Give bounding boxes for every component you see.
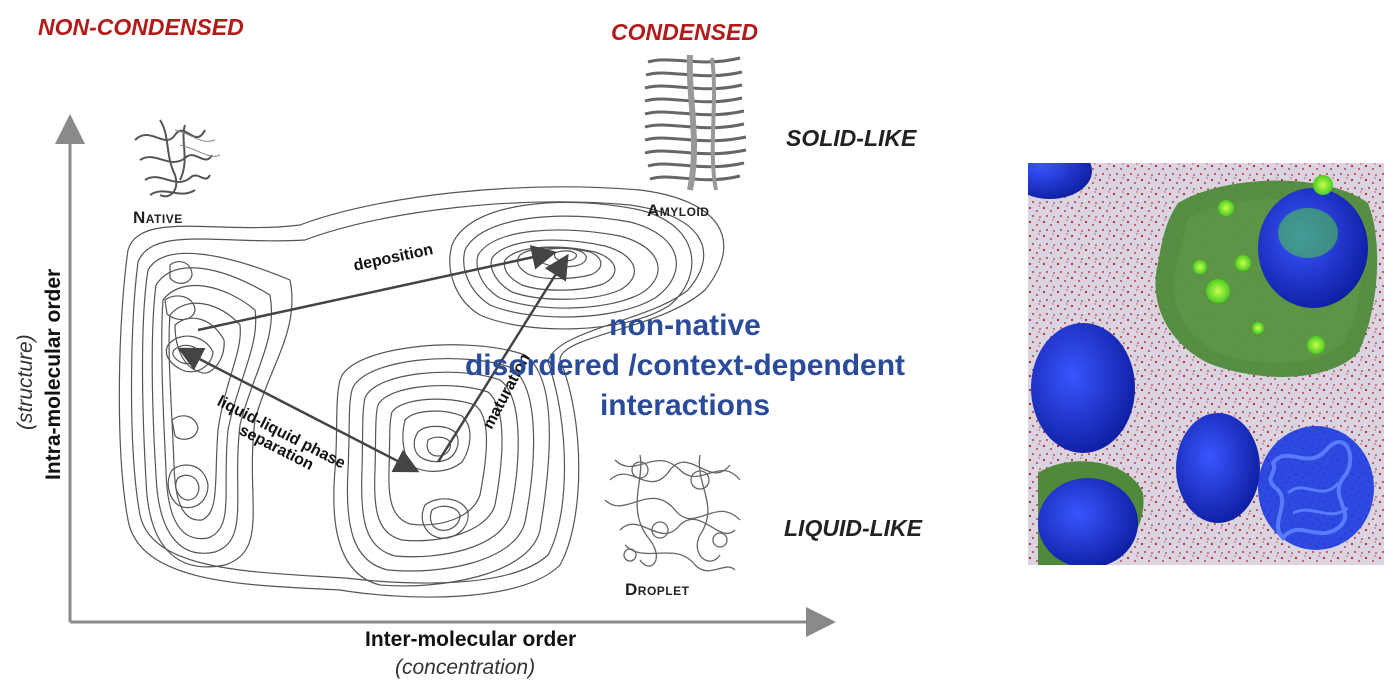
llps-arrow	[177, 347, 420, 473]
x-axis-sublabel: (concentration)	[395, 656, 536, 679]
microscopy-image	[1028, 163, 1384, 565]
native-label: Native	[133, 208, 183, 227]
amyloid-label: Amyloid	[647, 201, 710, 220]
maturation-arrow	[436, 253, 569, 463]
droplet-structure-image	[604, 454, 741, 572]
energy-landscape-diagram	[55, 54, 836, 637]
condensed-header: CONDENSED	[611, 19, 758, 45]
center-line-1: non-native	[609, 309, 761, 342]
liquid-like-label: LIQUID-LIKE	[784, 515, 922, 541]
amyloid-structure-image	[644, 54, 747, 191]
droplet-label: Droplet	[625, 580, 690, 599]
y-axis-sublabel: (structure)	[14, 334, 37, 430]
x-axis-label: Inter-molecular order	[365, 628, 577, 651]
native-structure-image	[134, 119, 221, 198]
deposition-arrow	[197, 245, 557, 332]
center-line-2: disordered /context-dependent	[464, 349, 906, 382]
non-condensed-header: NON-CONDENSED	[38, 14, 244, 40]
center-annotation: non-native disordered /context-dependent…	[410, 306, 960, 426]
center-line-3: interactions	[599, 389, 771, 422]
y-axis-label: Intra-molecular order	[42, 268, 65, 480]
solid-like-label: SOLID-LIKE	[786, 125, 917, 151]
